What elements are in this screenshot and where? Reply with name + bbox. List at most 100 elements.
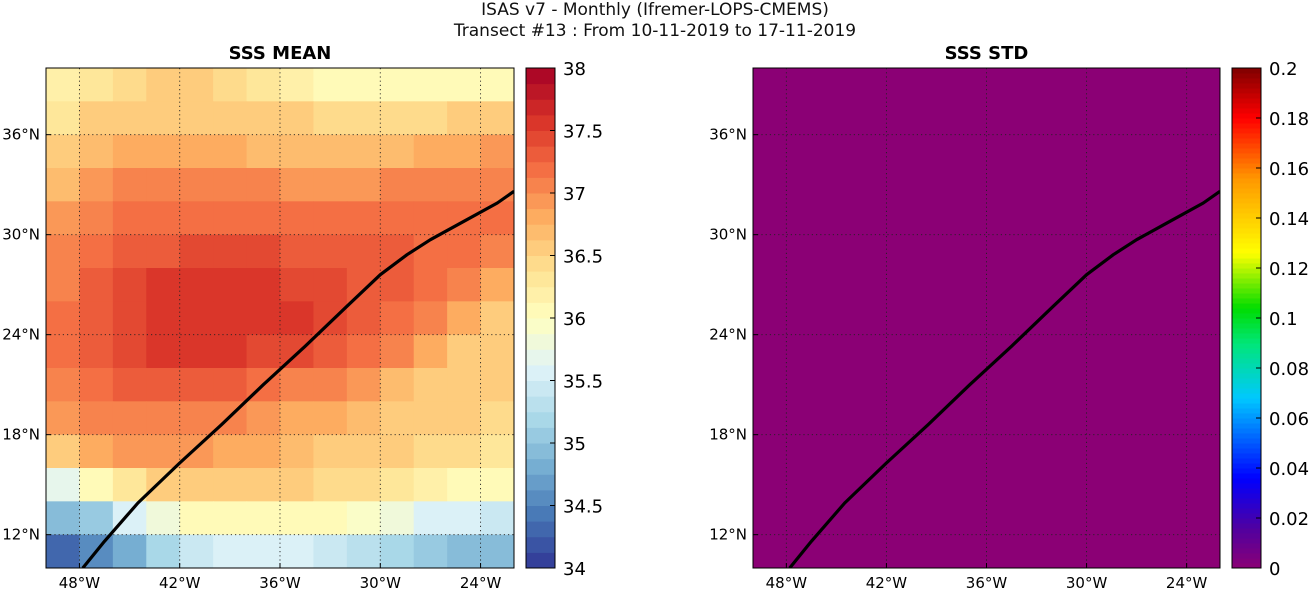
colorbar-segment	[526, 552, 555, 569]
heatmap-cell	[380, 368, 415, 402]
heatmap-cell	[112, 334, 147, 369]
colorbar-segment	[1232, 498, 1261, 504]
heatmap-cell	[280, 234, 315, 269]
colorbar-segment	[1232, 328, 1261, 334]
colorbar-segment	[1232, 403, 1261, 409]
heatmap-cell	[79, 134, 114, 169]
colorbar-segment	[1232, 208, 1261, 214]
colorbar-segment	[526, 193, 555, 210]
heatmap-cell	[179, 301, 214, 336]
heatmap-cell	[346, 234, 381, 269]
salinity-field	[46, 68, 514, 568]
colorbar-segment	[1232, 233, 1261, 239]
heatmap-cell	[413, 301, 448, 336]
panel-title: SSS MEAN	[229, 43, 332, 64]
colorbar-segment	[1232, 113, 1261, 119]
heatmap-cell	[313, 68, 348, 102]
heatmap-cell	[280, 368, 315, 402]
colorbar-segment	[526, 146, 555, 163]
heatmap-cell	[413, 268, 448, 302]
heatmap-cell	[280, 468, 315, 502]
heatmap-cell	[79, 334, 114, 369]
heatmap-cell	[380, 268, 415, 302]
heatmap-cell	[447, 134, 482, 169]
colorbar-segment	[526, 83, 555, 100]
heatmap-cell	[112, 301, 147, 336]
heatmap-cell	[146, 68, 181, 102]
colorbar-segment	[1232, 338, 1261, 344]
y-tick-label: 36°N	[2, 126, 40, 144]
heatmap-cell	[179, 234, 214, 269]
y-tick-label: 30°N	[709, 226, 747, 244]
colorbar-segment	[1232, 428, 1261, 434]
colorbar-tick-label: 38	[563, 59, 586, 80]
heatmap-cell	[146, 334, 181, 369]
colorbar-segment	[1232, 468, 1261, 474]
colorbar-segment	[1232, 378, 1261, 384]
colorbar-segment	[1232, 133, 1261, 139]
heatmap-cell	[280, 101, 315, 136]
colorbar-segment	[526, 302, 555, 319]
heatmap-cell	[380, 534, 415, 568]
heatmap-cell	[313, 301, 348, 336]
heatmap-cell	[480, 534, 514, 568]
x-tick-label: 30°W	[1066, 574, 1108, 591]
transect-line	[81, 189, 514, 568]
y-tick-label: 18°N	[2, 426, 40, 444]
colorbar-segment	[1232, 268, 1261, 274]
y-tick-label: 30°N	[2, 226, 40, 244]
heatmap-cell	[346, 368, 381, 402]
colorbar-segment	[1232, 253, 1261, 259]
colorbar-segment	[526, 271, 555, 288]
colorbar-segment	[526, 333, 555, 350]
heatmap-cell	[46, 101, 81, 136]
colorbar-segment	[1232, 173, 1261, 179]
colorbar-segment	[1232, 168, 1261, 174]
heatmap-cell	[346, 68, 381, 102]
colorbar-segment	[526, 239, 555, 256]
colorbar-tick-label: 0.1	[1269, 309, 1298, 330]
colorbar-segment	[1232, 343, 1261, 349]
colorbar-segment	[1232, 158, 1261, 164]
heatmap-cell	[447, 534, 482, 568]
heatmap-cell	[447, 368, 482, 402]
colorbar-segment	[1232, 203, 1261, 209]
colorbar-segment	[1232, 223, 1261, 229]
heatmap-cell	[280, 68, 315, 102]
colorbar-segment	[1232, 368, 1261, 374]
colorbar-tick-label: 0.14	[1269, 209, 1309, 230]
colorbar-segment	[1232, 153, 1261, 159]
heatmap-cell	[213, 468, 248, 502]
heatmap-cell	[79, 101, 114, 136]
colorbar-segment	[1232, 178, 1261, 184]
heatmap-cell	[447, 101, 482, 136]
heatmap-cell	[480, 101, 514, 136]
heatmap-cell	[380, 168, 415, 202]
heatmap-cell	[46, 534, 81, 568]
heatmap-cell	[346, 501, 381, 536]
heatmap-cell	[480, 301, 514, 336]
colorbar-tick-label: 0	[1269, 559, 1280, 580]
heatmap-cell	[213, 68, 248, 102]
heatmap-cell	[79, 401, 114, 436]
colorbar-segment	[1232, 383, 1261, 389]
heatmap-cell	[146, 168, 181, 202]
panel-sss-mean: 48°W 42°W 36°W 30°W 24°W 12°N 18°N 24°N 30°N 36°N…	[2, 43, 515, 591]
colorbar-segment	[1232, 68, 1261, 74]
colorbar-segment	[1232, 458, 1261, 464]
heatmap-cell	[146, 501, 181, 536]
colorbar-segment	[1232, 313, 1261, 319]
heatmap-cell	[313, 101, 348, 136]
heatmap-cell	[313, 434, 348, 469]
heatmap-cell	[146, 434, 181, 469]
heatmap-cell	[380, 101, 415, 136]
heatmap-cell	[280, 168, 315, 202]
colorbar-segment	[526, 318, 555, 335]
heatmap-cell	[79, 234, 114, 269]
heatmap-cell	[46, 268, 81, 302]
heatmap-cell	[179, 201, 214, 236]
heatmap-cell	[79, 434, 114, 469]
heatmap-cell	[246, 501, 281, 536]
colorbar-segment	[1232, 538, 1261, 544]
panel-title: SSS STD	[945, 43, 1029, 64]
